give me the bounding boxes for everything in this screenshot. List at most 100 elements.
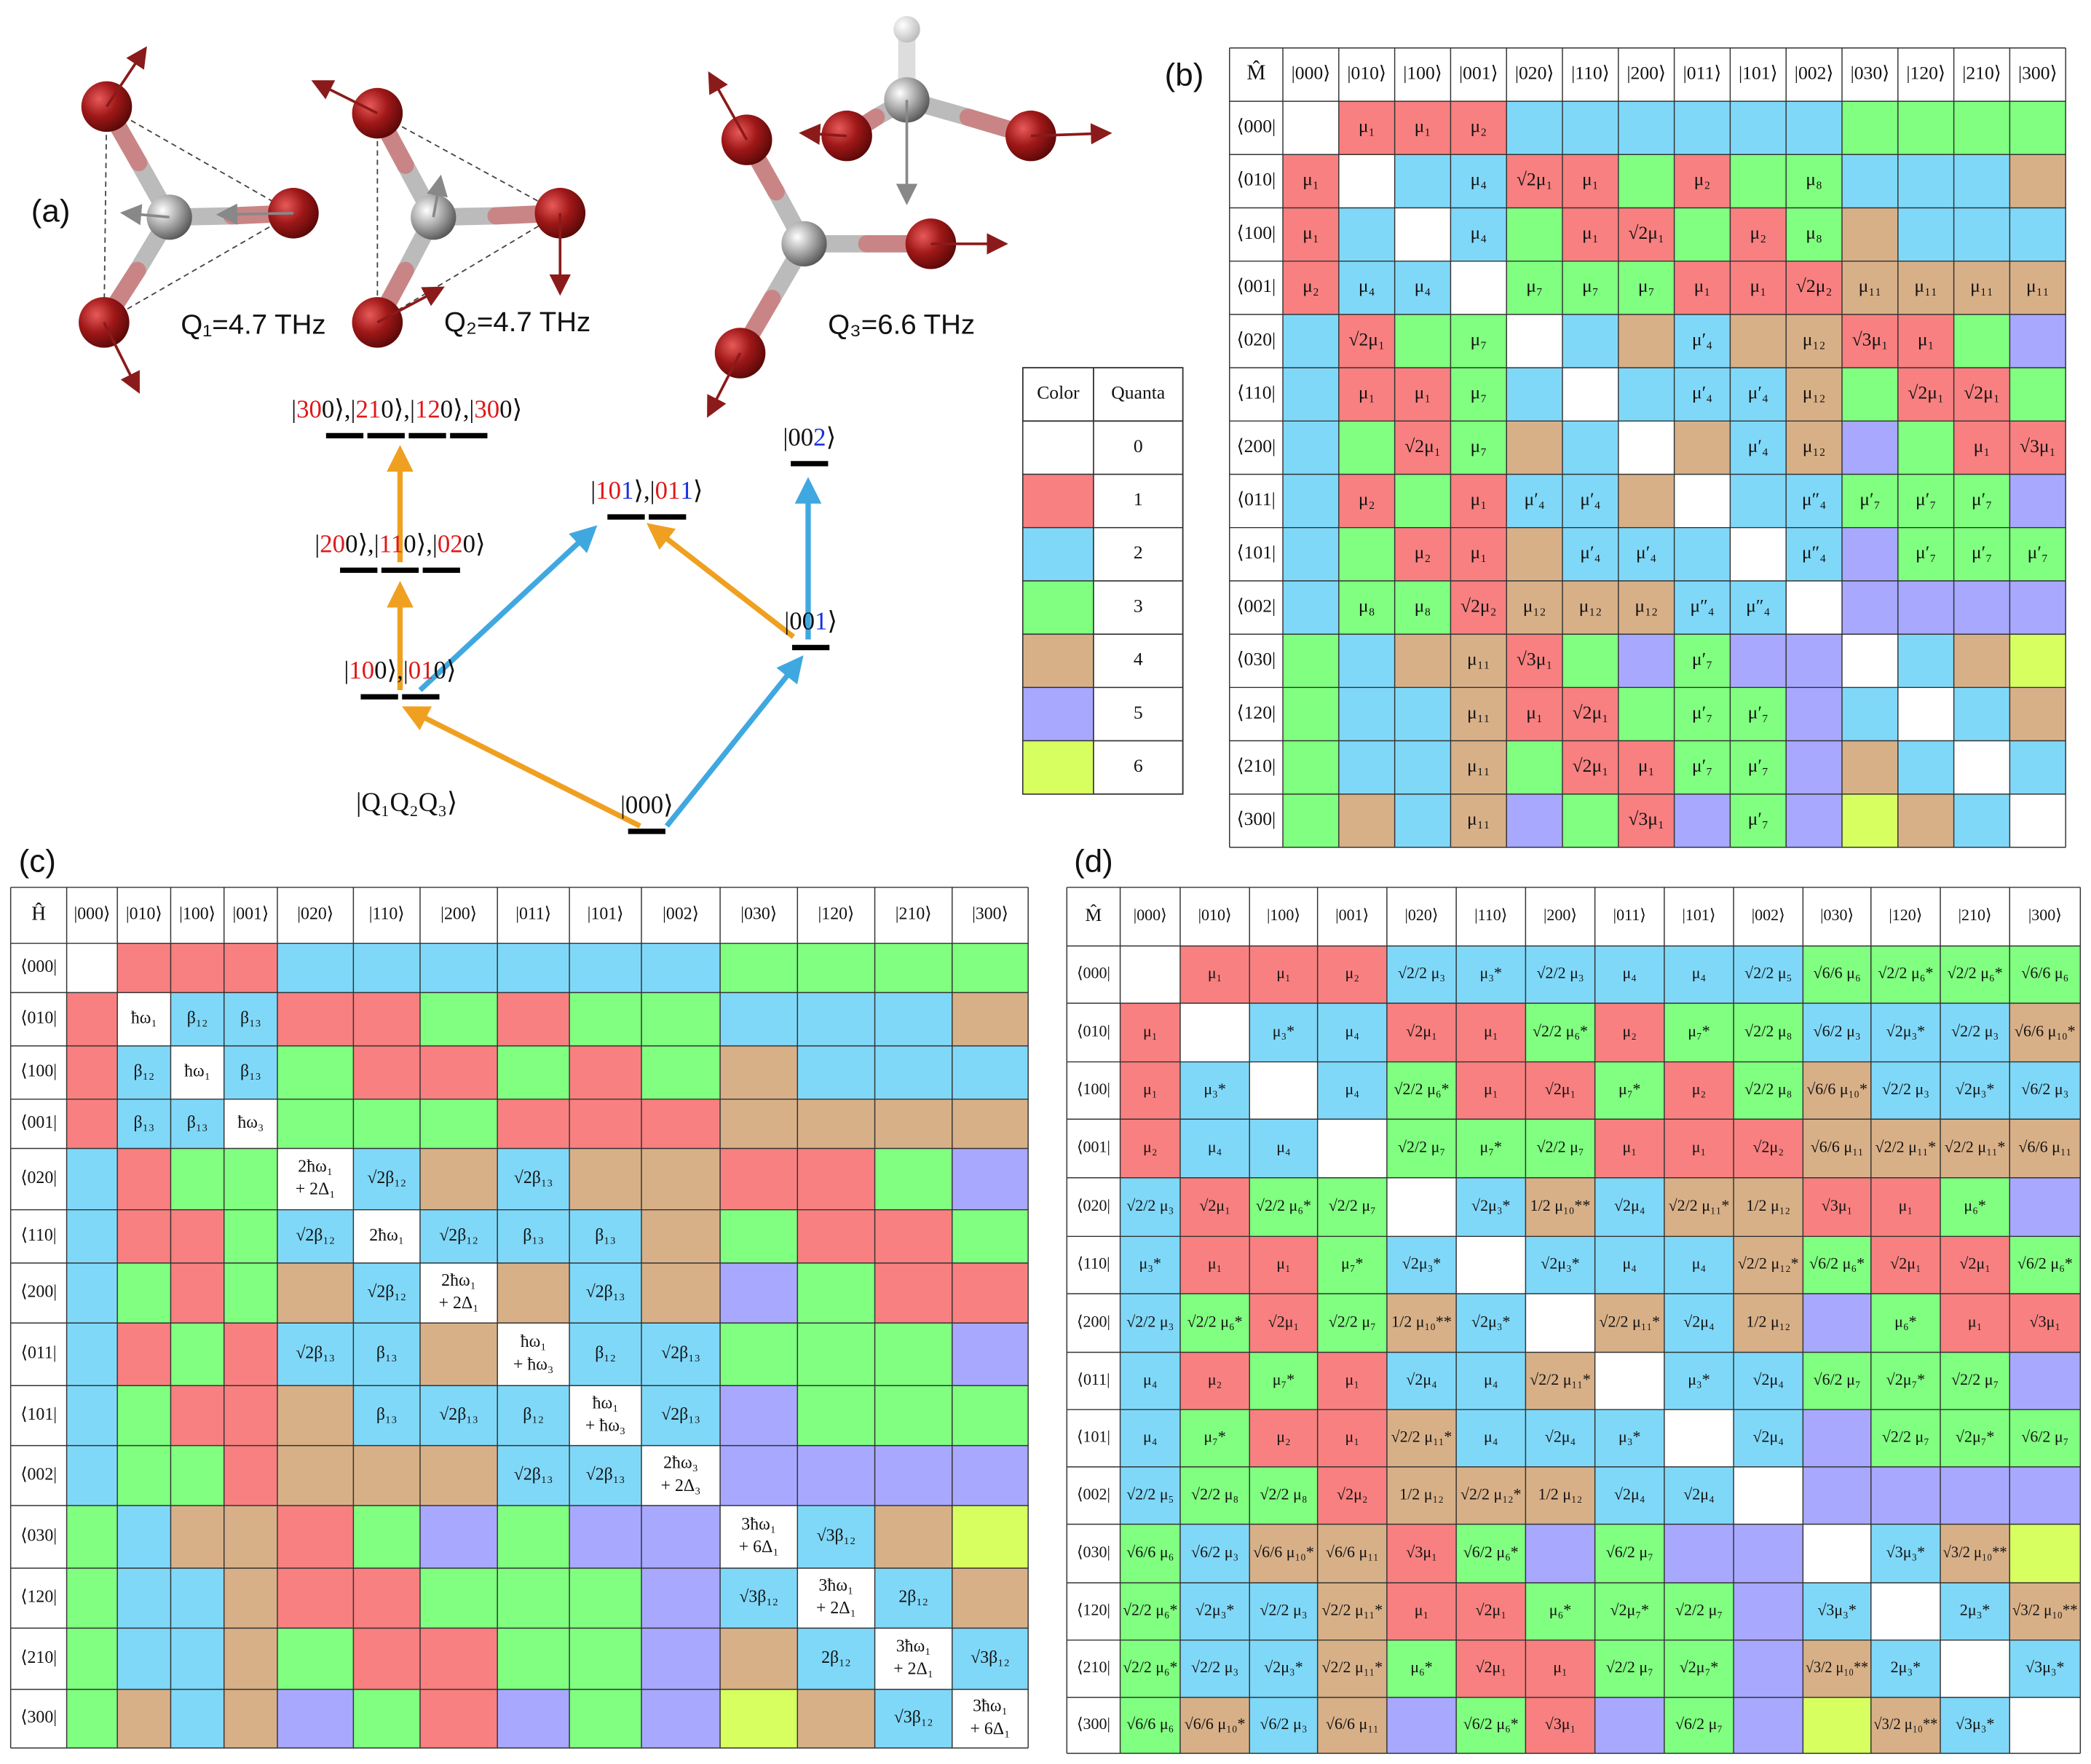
cell-value: μ₂: [1143, 1138, 1157, 1156]
cell-value: μ′₇: [1859, 489, 1880, 510]
matrix-cell: [497, 1689, 570, 1749]
matrix-cell: [1506, 368, 1563, 422]
matrix-cell: [1734, 1352, 1803, 1410]
matrix-cell: [1179, 1293, 1250, 1353]
matrix-cell: [353, 1262, 420, 1324]
matrix-cell: [2009, 1697, 2081, 1754]
matrix-cell: [1953, 634, 2010, 688]
matrix-cell: [2009, 794, 2066, 847]
matrix-cell: [1803, 1697, 1871, 1754]
matrix-cell: [224, 1505, 277, 1568]
row-header: ⟨010|: [20, 1008, 57, 1027]
cell-value: 1/2 μ₁₀**: [1530, 1196, 1591, 1214]
cell-value: √2μ₁: [1573, 755, 1609, 776]
matrix-cell: [224, 1445, 277, 1506]
matrix-cell: [641, 1045, 721, 1099]
cell-value: √6/2 μ₇: [1675, 1714, 1723, 1733]
cell-value: β₁₂: [595, 1344, 616, 1363]
matrix-cell: [353, 1689, 420, 1749]
matrix-cell: [66, 1505, 118, 1568]
row-header: ⟨120|: [20, 1588, 57, 1607]
matrix-cell: [1179, 1640, 1250, 1698]
matrix-cell: [1450, 261, 1507, 315]
matrix-cell: [1394, 687, 1451, 741]
cell-value: 3ħω₁: [973, 1697, 1008, 1716]
matrix-cell: [797, 992, 875, 1046]
cell-value: μ₁: [1415, 116, 1431, 137]
column-header: |030⟩: [1851, 62, 1890, 83]
matrix-cell: [419, 992, 498, 1046]
matrix-cell: [2009, 474, 2066, 528]
matrix-cell: [1897, 101, 1954, 155]
matrix-cell: [1317, 1524, 1387, 1583]
row-header: ⟨110|: [1237, 382, 1276, 403]
matrix-cell: [1870, 1177, 1941, 1237]
matrix-cell: [874, 1505, 952, 1568]
matrix-cell: [720, 1099, 798, 1149]
matrix-cell: [1664, 1640, 1734, 1698]
matrix-cell: [224, 1567, 277, 1629]
matrix-cell: [1618, 421, 1675, 475]
mode-label: Q₂=4.7 THz: [444, 306, 590, 338]
cell-value: μ₄: [1692, 1254, 1706, 1273]
matrix-cell: [1594, 1293, 1664, 1353]
cell-value: μ′₇: [1692, 755, 1712, 776]
matrix-cell: [170, 1445, 224, 1506]
matrix-cell: [1786, 474, 1843, 528]
cell-value: √2/2 μ₅: [1744, 964, 1792, 982]
matrix-cell: [1594, 1236, 1664, 1294]
column-header: |101⟩: [588, 905, 624, 924]
cell-value: + 6Δ₁: [971, 1720, 1011, 1739]
matrix-cell: [641, 1323, 721, 1386]
matrix-cell: [1456, 1640, 1526, 1698]
cell-value: μ₂: [1345, 964, 1359, 982]
cell-value: μ₁: [1303, 169, 1319, 190]
cell-value: √2β₁₃: [296, 1344, 335, 1363]
matrix-cell: [1953, 474, 2010, 528]
matrix-cell: [224, 1689, 277, 1749]
cell-value: μ₄: [1470, 169, 1487, 190]
legend-swatch: [1022, 526, 1094, 582]
matrix-cell: [2009, 368, 2066, 422]
matrix-cell: [1120, 1583, 1180, 1640]
column-header: |030⟩: [1820, 906, 1854, 924]
matrix-cell: [1842, 687, 1898, 741]
matrix-cell: [1120, 1466, 1180, 1524]
cell-value: √2μ₇*: [1956, 1428, 1994, 1446]
matrix-cell: [1179, 946, 1250, 1004]
matrix-cell: [66, 1628, 118, 1690]
matrix-cell: [1456, 1293, 1526, 1353]
matrix-cell: [1730, 687, 1787, 741]
matrix-cell: [797, 1262, 875, 1324]
matrix-cell: [1674, 261, 1731, 315]
legend-quanta: 0: [1134, 435, 1143, 456]
matrix-cell: [277, 1689, 354, 1749]
matrix-cell: [66, 943, 118, 993]
matrix-cell: [1120, 1177, 1180, 1237]
row-header: ⟨300|: [1237, 808, 1276, 829]
column-header: |101⟩: [1739, 62, 1778, 83]
matrix-cell: [2009, 1524, 2081, 1583]
matrix-cell: [1506, 314, 1563, 368]
matrix-cell: [2009, 946, 2081, 1004]
matrix-cell: [1594, 1524, 1664, 1583]
matrix-cell: [2009, 261, 2066, 315]
row-header: ⟨120|: [1077, 1601, 1110, 1619]
matrix-cell: [1386, 1583, 1457, 1640]
matrix-cell: [1786, 368, 1843, 422]
matrix-cell: [170, 992, 224, 1046]
matrix-cell: [117, 992, 171, 1046]
matrix-cell: [1456, 1119, 1526, 1178]
matrix-cell: [1842, 580, 1898, 635]
matrix-cell: [1842, 207, 1898, 261]
matrix-cell: [1786, 740, 1843, 794]
cell-value: √3μ₁: [1517, 649, 1553, 670]
cell-value: √6/6 μ₆: [2021, 964, 2068, 982]
matrix-cell: [1450, 101, 1507, 155]
cell-value: μ₁: [1359, 116, 1375, 137]
matrix-cell: [497, 1505, 570, 1568]
cell-value: μ₁: [1484, 1080, 1498, 1098]
matrix-cell: [1953, 740, 2010, 794]
matrix-cell: [497, 1099, 570, 1149]
